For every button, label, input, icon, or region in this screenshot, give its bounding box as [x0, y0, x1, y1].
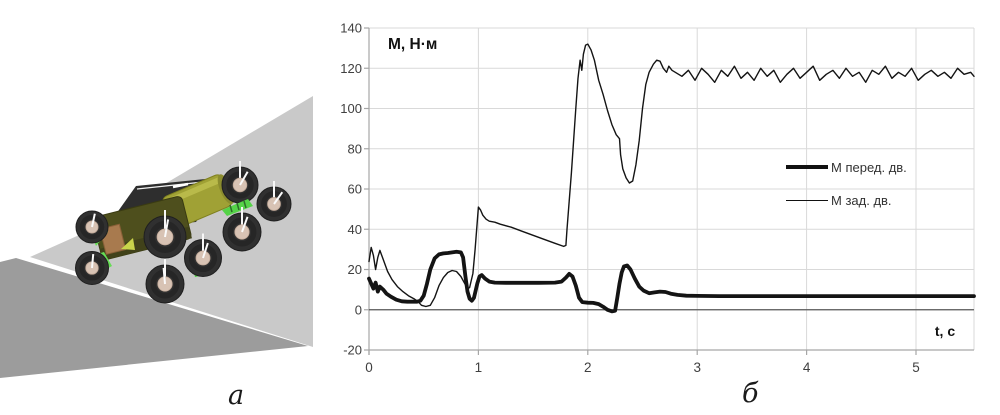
roof-marking	[172, 182, 189, 189]
bracket-detail	[229, 204, 233, 213]
y-tick-label: 120	[340, 61, 362, 76]
robot-wheel	[256, 181, 292, 222]
series-front-motor	[367, 249, 976, 314]
x-tick-label: 3	[693, 360, 701, 375]
wheel-spoke	[91, 213, 96, 228]
y-tick-label: 80	[348, 141, 362, 156]
legend-item-rear-motor: М зад. дв.	[786, 190, 907, 210]
wheel-spoke	[162, 267, 166, 285]
torque-chart: -20 0 20 40 60 80 100 120 140 0 1 2 3 4 5 М, Н·м t, с	[320, 0, 1000, 415]
robot	[75, 161, 292, 304]
robot-wheel	[75, 251, 109, 285]
panel-a-label: а	[228, 380, 245, 411]
y-tick-label: 140	[340, 21, 362, 36]
legend-line-thick	[786, 165, 828, 169]
robot-wheel	[221, 161, 259, 204]
y-tick-label: 20	[348, 262, 362, 277]
ramp-face-dark	[0, 258, 308, 378]
x-tick-label: 1	[475, 360, 483, 375]
x-tick-label: 5	[912, 360, 920, 375]
series-rear-motor	[368, 43, 975, 308]
robot-wheel	[143, 210, 187, 259]
robot-wheel	[222, 207, 262, 252]
legend-line-thin	[786, 199, 828, 201]
wheel-spoke	[91, 253, 95, 269]
robot-triangle-marker	[121, 238, 135, 250]
legend-item-front-motor: М перед. дв.	[786, 157, 907, 177]
wheel-spoke	[273, 191, 284, 205]
robot-wheel	[184, 233, 222, 277]
y-tick-label: 0	[355, 302, 362, 317]
robot-wheel	[145, 259, 185, 304]
wheel-spoke	[164, 219, 170, 238]
robot-wheel	[75, 210, 109, 244]
y-tick-label: 40	[348, 222, 362, 237]
chart-legend: М перед. дв. М зад. дв.	[786, 157, 907, 210]
y-tick-label: -20	[343, 343, 362, 358]
x-tick-label: 0	[365, 360, 373, 375]
panel-b-label: б	[742, 378, 759, 409]
y-tick-label: 60	[348, 182, 362, 197]
wheel-spoke	[241, 216, 249, 233]
bracket-detail	[243, 200, 247, 209]
bracket-detail	[236, 202, 240, 211]
x-tick-label: 4	[803, 360, 811, 375]
legend-label: М зад. дв.	[831, 192, 892, 208]
wheel-spoke	[239, 171, 249, 186]
x-tick-label: 2	[584, 360, 592, 375]
robot-simulation-render	[0, 96, 313, 378]
y-axis-title: М, Н·м	[388, 36, 437, 53]
y-tick-label: 100	[340, 101, 362, 116]
x-axis-title: t, с	[935, 323, 955, 339]
wheel-spoke	[202, 242, 209, 259]
legend-label: М перед. дв.	[831, 159, 907, 175]
